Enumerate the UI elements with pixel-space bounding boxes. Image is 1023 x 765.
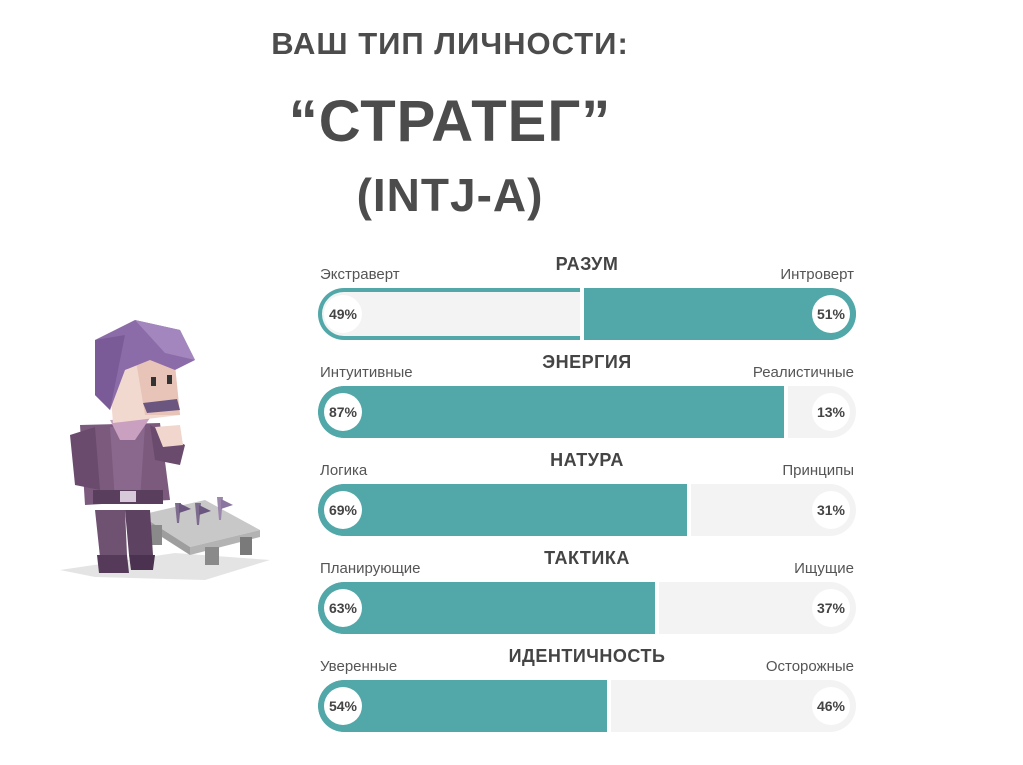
scale-2: Интуитивные ЭНЕРГИЯ Реалистичные 87% 13% [318,352,856,450]
scale-left-label: Планирующие [320,560,421,577]
scale-title: ЭНЕРГИЯ [542,352,632,372]
type-name: “СТРАТЕГ” [288,89,612,154]
scale-bar: 69% 31% [318,484,856,536]
scale-title: ТАКТИКА [544,548,630,568]
scale-left-label: Экстраверт [320,266,400,283]
scale-right-percent: 37% [812,589,850,627]
scale-left-percent: 63% [324,589,362,627]
scale-fill [318,680,609,732]
scale-1: Экстраверт РАЗУМ Интроверт 49% 51% [318,254,856,352]
scale-bar: 54% 46% [318,680,856,732]
scale-title: ИДЕНТИЧНОСТЬ [508,646,666,666]
scale-right-percent: 31% [812,491,850,529]
scale-right-label: Интроверт [780,266,854,283]
scale-4: Планирующие ТАКТИКА Ищущие 63% 37% [318,548,856,646]
scale-divider [580,288,584,340]
scale-divider [655,582,659,634]
scale-right-percent: 13% [812,393,850,431]
scale-title: РАЗУМ [555,254,619,274]
scale-3: Логика НАТУРА Принципы 69% 31% [318,450,856,548]
scale-left-percent: 54% [324,687,362,725]
scale-left-percent: 87% [324,393,362,431]
scale-right-label: Осторожные [765,658,854,675]
scale-right-percent: 46% [812,687,850,725]
scale-divider [607,680,611,732]
type-heading: ВАШ ТИП ЛИЧНОСТИ: [271,26,629,61]
scale-left-percent: 69% [324,491,362,529]
scale-left-percent: 49% [324,295,362,333]
scale-fill [318,582,657,634]
scale-fill [582,288,856,340]
scale-5: Уверенные ИДЕНТИЧНОСТЬ Осторожные 54% 46% [318,646,856,744]
scale-bar: 63% 37% [318,582,856,634]
scale-bar: 49% 51% [318,288,856,340]
scale-right-label: Ищущие [794,560,854,577]
scale-right-percent: 51% [812,295,850,333]
scale-divider [687,484,691,536]
scale-left-label: Логика [320,462,368,479]
scale-left-label: Уверенные [320,658,398,675]
strategist-illustration [60,320,270,580]
scale-right-label: Реалистичные [752,364,854,381]
scale-title: НАТУРА [550,450,624,470]
scale-left-label: Интуитивные [320,364,413,381]
scale-fill [318,386,786,438]
scale-fill [318,484,689,536]
scale-divider [784,386,788,438]
scale-bar: 87% 13% [318,386,856,438]
type-code: (INTJ-A) [356,169,544,221]
scale-right-label: Принципы [782,462,854,479]
